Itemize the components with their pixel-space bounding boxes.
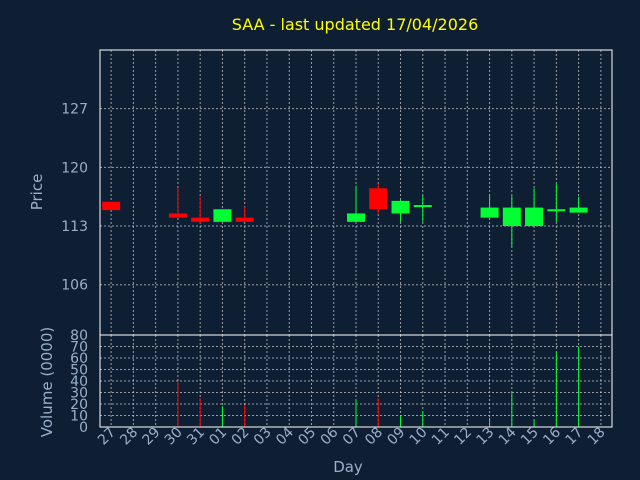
candle-body bbox=[413, 205, 432, 208]
x-tick-label: 31 bbox=[184, 425, 208, 449]
volume-tick-label: 70 bbox=[70, 340, 88, 356]
price-tick-label: 113 bbox=[61, 219, 88, 235]
volume-tick-label: 10 bbox=[70, 409, 88, 425]
x-tick-label: 13 bbox=[473, 425, 497, 449]
candle-body bbox=[547, 209, 566, 212]
x-tick-label: 07 bbox=[340, 425, 364, 449]
candle-body bbox=[502, 207, 521, 227]
x-tick-label: 28 bbox=[117, 425, 141, 449]
volume-tick-label: 40 bbox=[70, 374, 88, 390]
volume-axis-label: Volume (0000) bbox=[38, 327, 56, 437]
price-tick-label: 127 bbox=[61, 102, 88, 118]
volume-panel-frame bbox=[99, 334, 613, 428]
x-tick-label: 09 bbox=[384, 425, 408, 449]
price-tick-labels: 106 113 120 127 bbox=[61, 102, 88, 294]
x-tick-label: 03 bbox=[251, 425, 275, 449]
candle-body bbox=[102, 201, 121, 211]
x-tick-label: 10 bbox=[407, 425, 431, 449]
volume-tick-label: 80 bbox=[70, 328, 88, 344]
x-tick-label: 17 bbox=[563, 425, 587, 449]
grid-layer bbox=[100, 50, 612, 427]
volume-tick-label: 60 bbox=[70, 351, 88, 367]
x-tick-label: 16 bbox=[540, 424, 564, 448]
x-tick-label: 02 bbox=[229, 425, 253, 449]
price-tick-label: 106 bbox=[61, 278, 88, 294]
x-tick-label: 04 bbox=[273, 424, 297, 448]
candle-layer bbox=[102, 184, 588, 247]
volume-layer bbox=[177, 346, 580, 427]
x-tick-label: 01 bbox=[206, 425, 230, 449]
x-tick-label: 15 bbox=[518, 425, 542, 449]
candle-body bbox=[480, 207, 499, 218]
x-tick-labels: 2728293031010203040506070809101112131415… bbox=[95, 424, 609, 448]
x-tick-label: 06 bbox=[318, 424, 342, 448]
x-tick-label: 08 bbox=[362, 425, 386, 449]
x-tick-label: 14 bbox=[496, 424, 520, 448]
x-axis-label: Day bbox=[333, 458, 363, 476]
volume-tick-label: 0 bbox=[79, 420, 88, 436]
x-tick-label: 05 bbox=[295, 425, 319, 449]
candle-body bbox=[525, 207, 544, 227]
price-tick-label: 120 bbox=[61, 160, 88, 176]
candle-body bbox=[213, 209, 232, 222]
volume-tick-label: 20 bbox=[70, 397, 88, 413]
x-tick-label: 29 bbox=[140, 425, 164, 449]
candle-body bbox=[168, 213, 187, 218]
candle-body bbox=[391, 200, 410, 214]
x-tick-label: 30 bbox=[162, 425, 186, 449]
candle-body bbox=[191, 217, 210, 222]
candle-body bbox=[347, 213, 365, 222]
candle-body bbox=[569, 207, 588, 213]
y-axis-label: Price bbox=[28, 174, 46, 211]
chart-title: SAA - last updated 17/04/2026 bbox=[232, 15, 479, 34]
candle-body bbox=[369, 188, 388, 210]
volume-tick-label: 30 bbox=[70, 386, 88, 402]
x-tick-label: 18 bbox=[585, 425, 609, 449]
x-tick-label: 11 bbox=[429, 425, 453, 449]
x-tick-label: 12 bbox=[451, 425, 475, 449]
x-tick-label: 27 bbox=[95, 425, 119, 449]
volume-tick-label: 50 bbox=[70, 363, 88, 379]
candle-body bbox=[235, 217, 254, 222]
